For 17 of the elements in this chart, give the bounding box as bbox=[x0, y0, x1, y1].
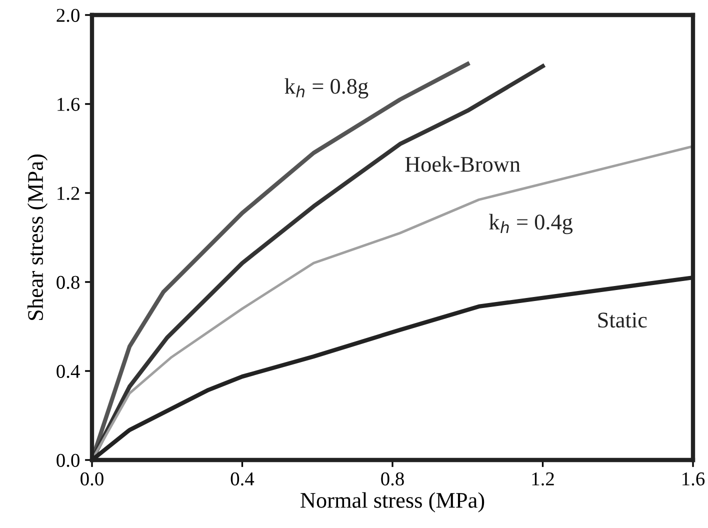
y-tick-label: 1.2 bbox=[58, 186, 80, 200]
x-tick-label: 0.4 bbox=[230, 472, 254, 486]
x-tick-label: 1.2 bbox=[532, 472, 554, 486]
x-axis-title: Normal stress (MPa) bbox=[300, 492, 484, 512]
x-tick-label: 0.0 bbox=[80, 472, 104, 486]
y-tick-label: 1.6 bbox=[58, 98, 80, 112]
y-tick-label: 0.8 bbox=[56, 276, 80, 290]
y-tick-label: 0.4 bbox=[56, 364, 80, 378]
x-tick-label: 0.8 bbox=[381, 472, 404, 486]
y-axis-title: Shear stress (MPa) bbox=[27, 154, 48, 320]
series-label: Static bbox=[598, 312, 647, 328]
y-tick-label: 2.0 bbox=[56, 8, 80, 22]
series-label: k$_{h}$ = 0.8g bbox=[284, 78, 368, 98]
x-tick-label: 1.6 bbox=[682, 472, 705, 486]
series-label: Hoek-Brown bbox=[405, 156, 520, 172]
y-tick-label: 0.0 bbox=[56, 454, 80, 468]
series-label: k$_{h}$ = 0.4g bbox=[489, 214, 573, 234]
